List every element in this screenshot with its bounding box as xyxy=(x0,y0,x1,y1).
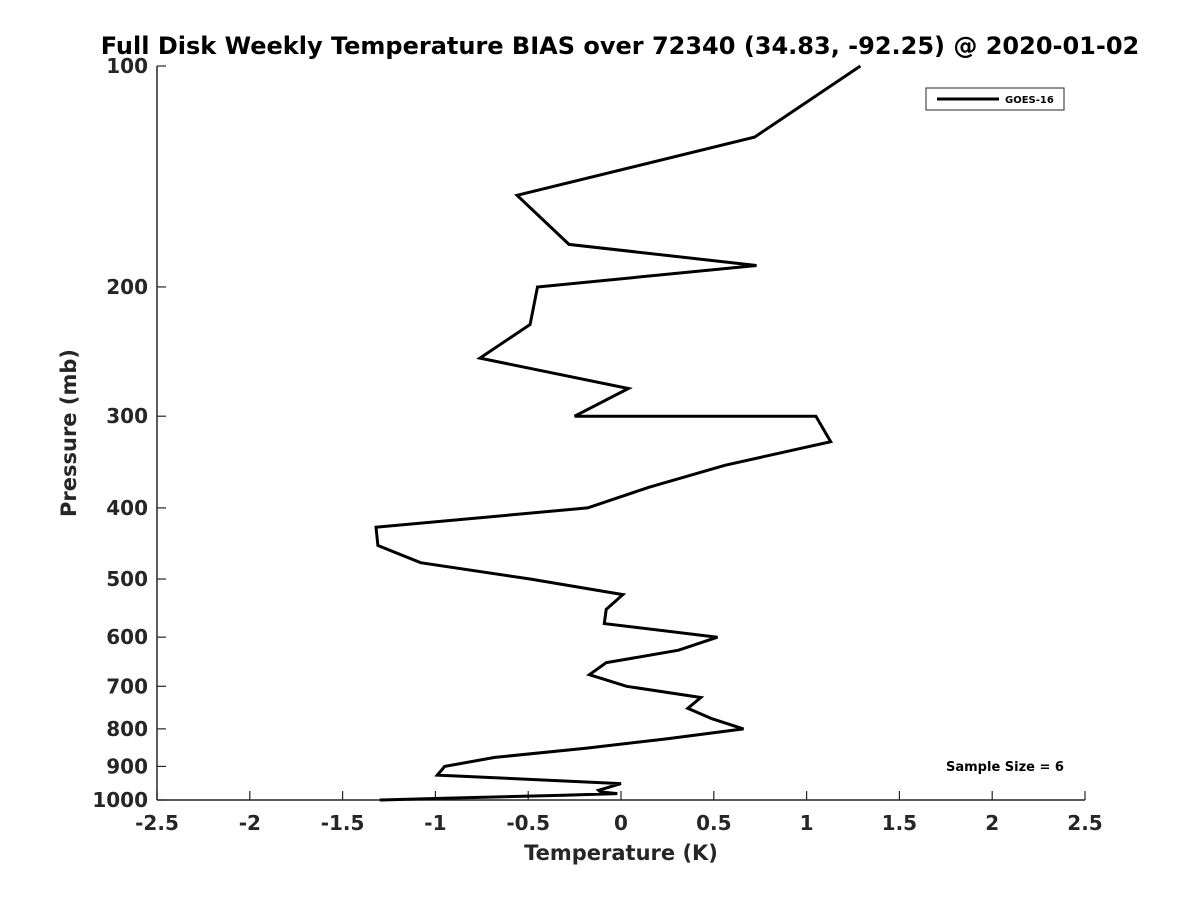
sample-size-annotation: Sample Size = 6 xyxy=(946,760,1064,775)
y-tick-label: 500 xyxy=(106,567,148,591)
y-tick-label: 400 xyxy=(106,496,148,520)
x-tick-label: 1 xyxy=(800,811,814,835)
x-tick-label: -2 xyxy=(239,811,261,835)
x-tick-label: -1 xyxy=(424,811,446,835)
legend-label-goes-16: GOES-16 xyxy=(1005,95,1054,106)
series-line-goes-16 xyxy=(374,64,862,802)
x-tick-label: 0.5 xyxy=(696,811,731,835)
y-tick-label: 700 xyxy=(106,674,148,698)
x-tick-label: 0 xyxy=(614,811,628,835)
y-tick-label: 200 xyxy=(106,275,148,299)
x-axis-label: Temperature (K) xyxy=(524,841,718,865)
x-tick-group: -2.5 -2 -1.5 -1 -0.5 0 0.5 1 1.5 2 2.5 xyxy=(135,791,1103,835)
y-tick-label: 900 xyxy=(106,754,148,778)
x-tick-label: -0.5 xyxy=(506,811,550,835)
legend: GOES-16 xyxy=(925,87,1065,111)
x-tick-label: 2.5 xyxy=(1067,811,1102,835)
y-tick-group: 100 200 300 400 500 600 700 800 900 1000 xyxy=(92,54,166,812)
x-tick-label: -1.5 xyxy=(321,811,365,835)
series-layer xyxy=(374,64,862,802)
x-tick-label: -2.5 xyxy=(135,811,179,835)
y-tick-label: 300 xyxy=(106,404,148,428)
y-tick-label: 1000 xyxy=(92,788,148,812)
x-tick-label: 2 xyxy=(985,811,999,835)
chart-title: Full Disk Weekly Temperature BIAS over 7… xyxy=(101,32,1140,60)
y-tick-label: 100 xyxy=(106,54,148,78)
y-tick-label: 600 xyxy=(106,625,148,649)
plot-axes xyxy=(156,66,1085,801)
y-tick-label: 800 xyxy=(106,717,148,741)
x-tick-label: 1.5 xyxy=(882,811,917,835)
y-axis-label: Pressure (mb) xyxy=(57,349,81,517)
